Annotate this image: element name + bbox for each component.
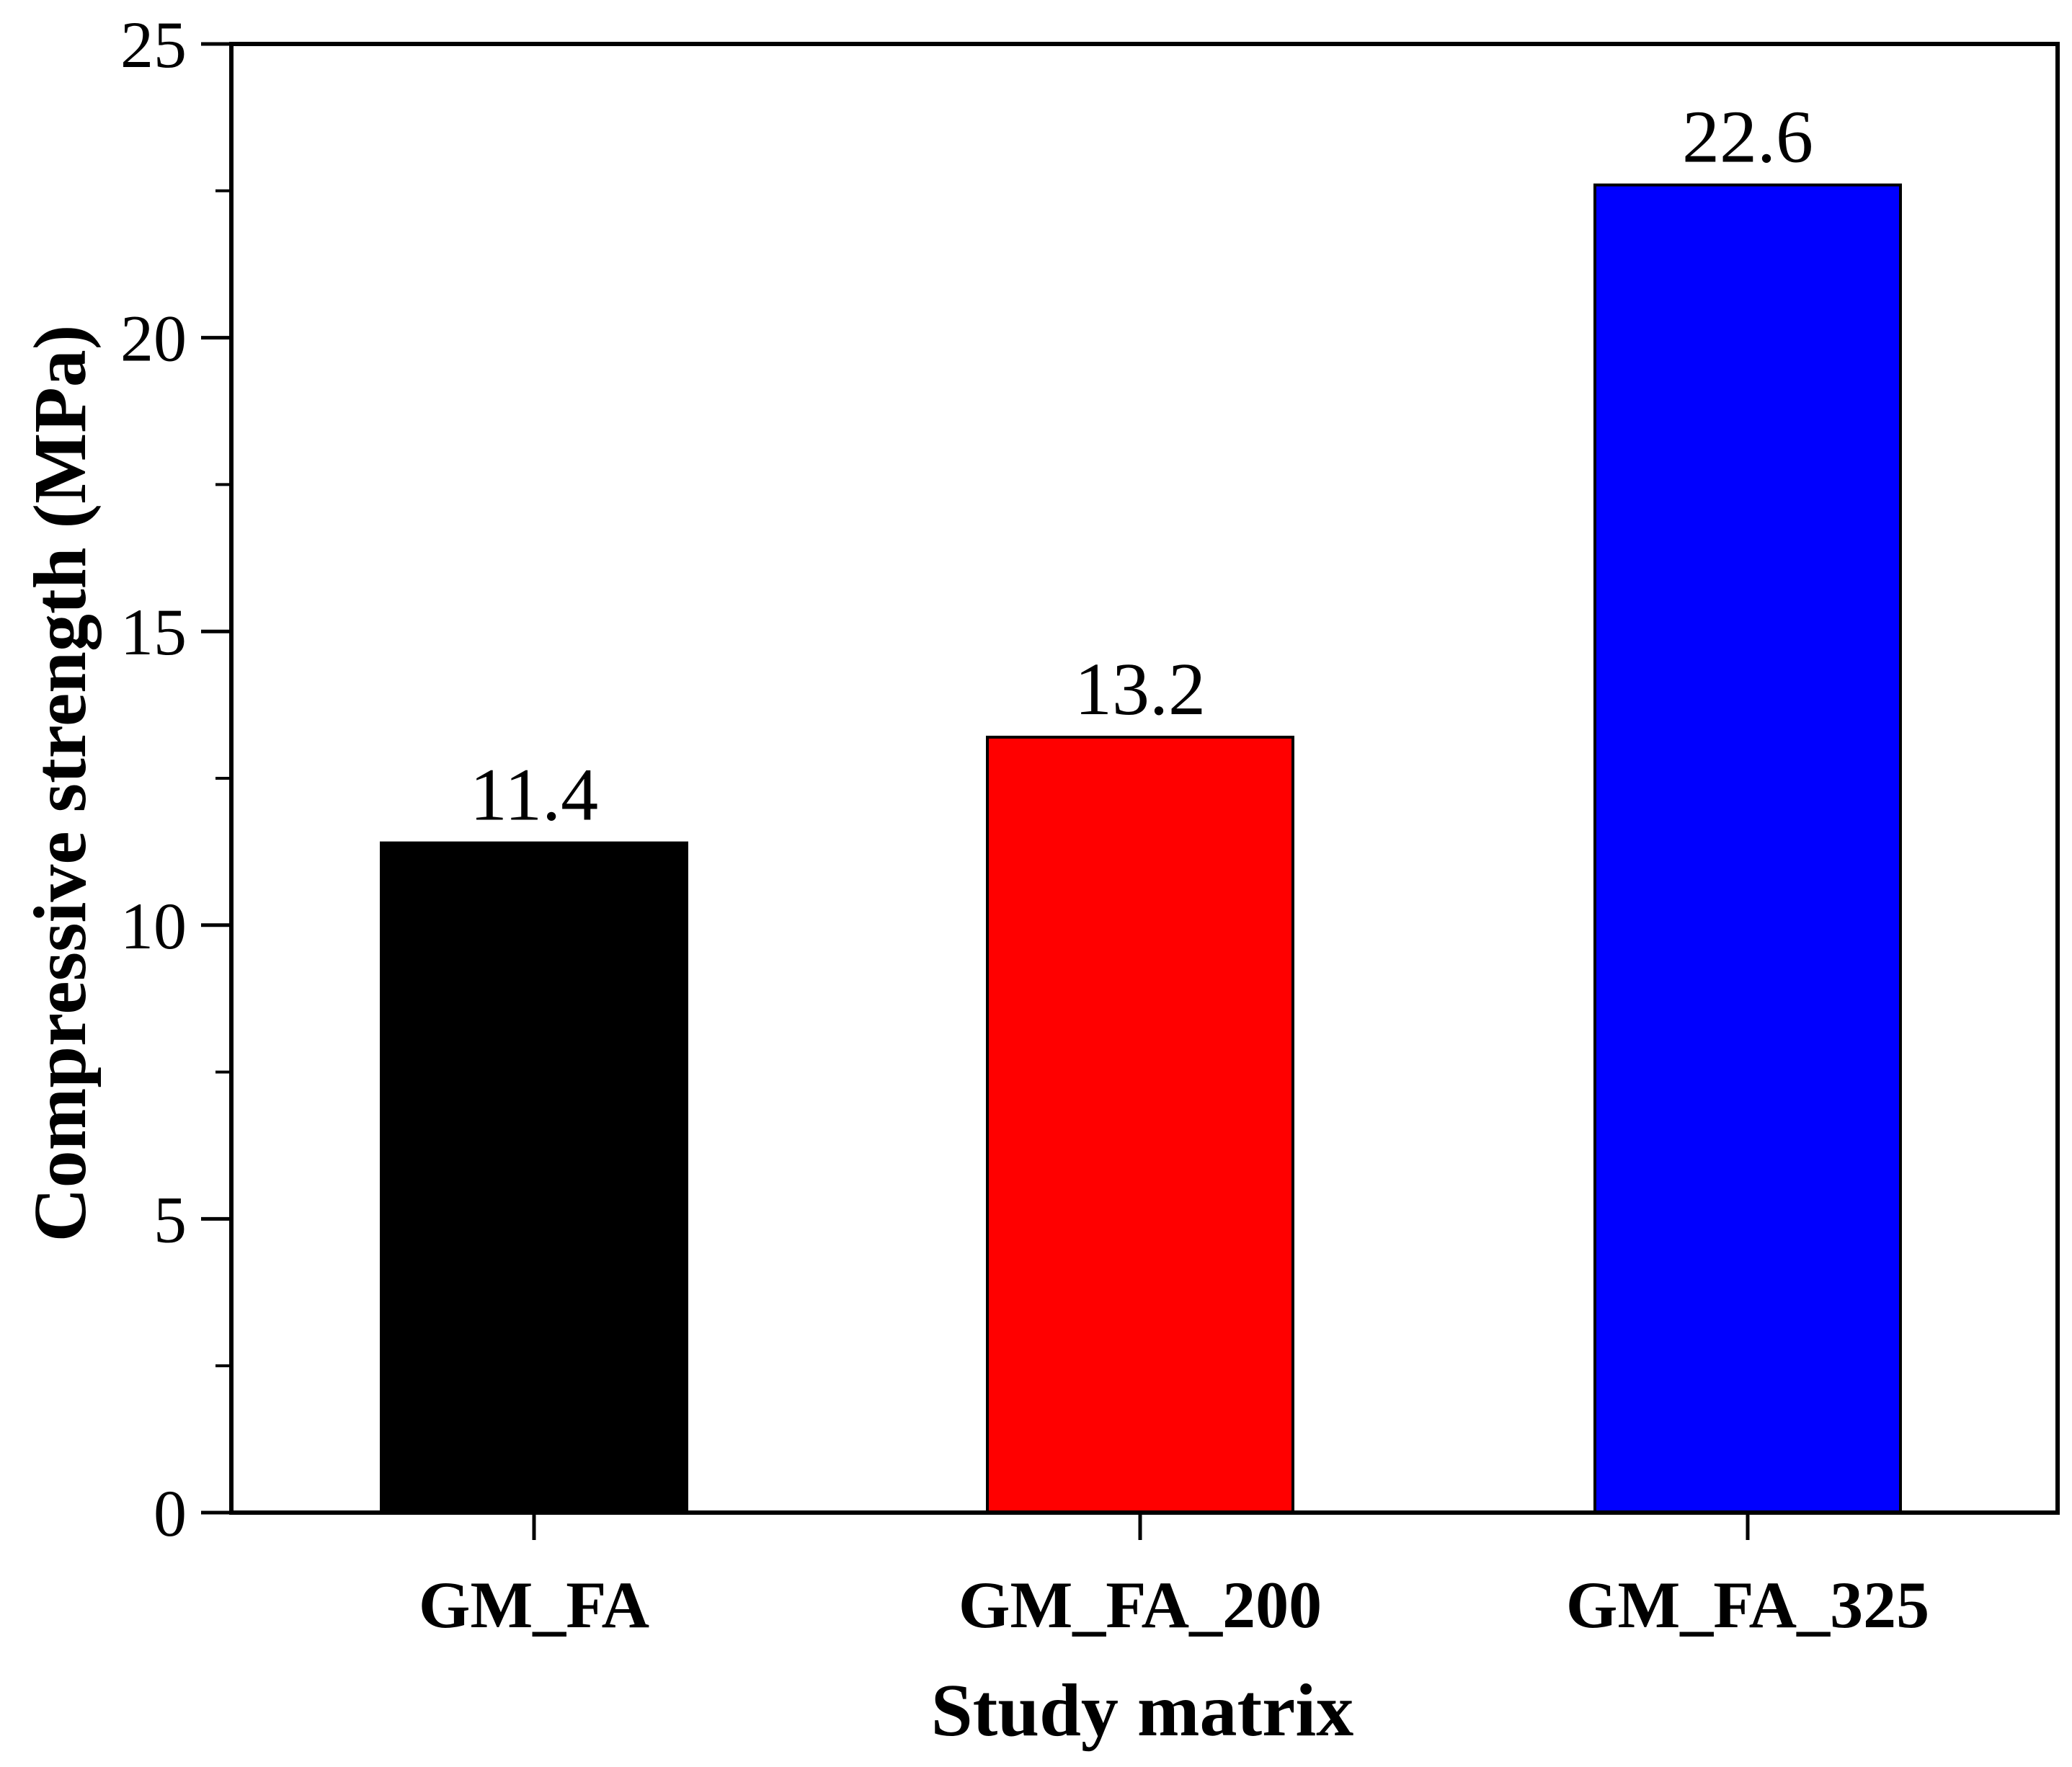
bar-gm-fa-325 bbox=[1593, 183, 1902, 1515]
y-tick-label-5: 5 bbox=[154, 1183, 187, 1256]
x-tick-label-gm-fa-200: GM_FA_200 bbox=[959, 1568, 1322, 1642]
y-tick-label-10: 10 bbox=[120, 889, 187, 963]
plot-frame bbox=[229, 42, 2060, 1515]
data-label-gm-fa-325: 22.6 bbox=[1682, 96, 1813, 179]
data-label-gm-fa: 11.4 bbox=[470, 754, 598, 837]
bars-layer bbox=[380, 183, 1902, 1515]
x-tick-label-gm-fa: GM_FA bbox=[419, 1568, 649, 1642]
y-tick-label-25: 25 bbox=[120, 8, 187, 81]
x-axis-title: Study matrix bbox=[931, 1669, 1353, 1752]
axes-layer bbox=[201, 42, 2060, 1540]
y-axis-title: Compressive strength (MPa) bbox=[19, 325, 102, 1242]
y-tick-label-0: 0 bbox=[154, 1477, 187, 1550]
bar-gm-fa bbox=[380, 841, 688, 1514]
y-tick-label-15: 15 bbox=[120, 595, 187, 669]
bar-gm-fa-200 bbox=[986, 735, 1294, 1514]
data-label-gm-fa-200: 13.2 bbox=[1075, 648, 1206, 731]
labels-layer: 11.4 GM_FA 13.2 GM_FA_200 22.6 GM_FA_325 0 5 10 1… bbox=[120, 8, 1929, 1642]
x-tick-label-gm-fa-325: GM_FA_325 bbox=[1566, 1568, 1929, 1642]
y-tick-label-20: 20 bbox=[120, 302, 187, 375]
